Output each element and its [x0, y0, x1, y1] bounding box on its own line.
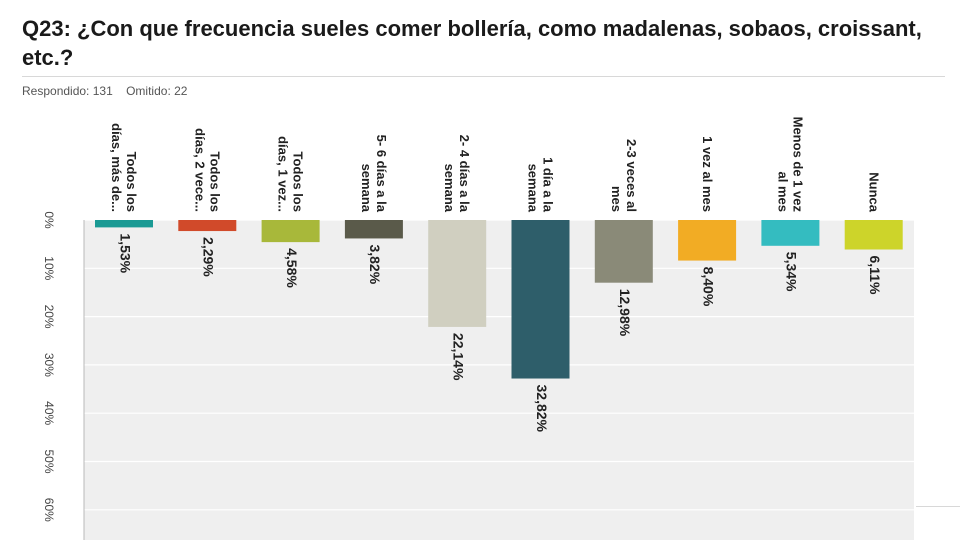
value-label: 2,29%: [201, 237, 217, 277]
bar: [594, 220, 653, 283]
category-label-line: semana: [359, 164, 374, 213]
value-label: 3,82%: [367, 244, 383, 284]
category-label-line: al mes: [775, 172, 790, 212]
value-label: 5,34%: [784, 252, 800, 292]
bar: [344, 220, 403, 239]
category-label-line: 5- 6 días a la: [374, 135, 389, 213]
header-divider: [22, 76, 945, 77]
bar: [511, 220, 570, 379]
tick-labels: 0% 10% 20% 30% 40% 50% 60%: [42, 211, 56, 522]
category-label-line: Todos los: [124, 152, 139, 212]
category-label-line: días, más de...: [109, 123, 124, 212]
tick-label: 50%: [42, 449, 56, 473]
category-label-line: semana: [526, 164, 541, 213]
plot-area: [84, 220, 914, 540]
category-labels: Todos losdías, más de... Todos losdías, 2…: [109, 117, 882, 213]
category-label-line: semana: [442, 164, 457, 213]
category-label: 2- 4 días a lasemana: [442, 135, 472, 213]
bar: [678, 220, 737, 261]
category-label-line: 2-3 veces al: [624, 139, 639, 212]
category-label-line: Nunca: [867, 172, 882, 213]
response-summary: Respondido: 131 Omitido: 22: [22, 84, 197, 98]
bars: [95, 220, 903, 379]
category-label-area: [84, 108, 914, 220]
category-label-line: 2- 4 días a la: [457, 135, 472, 213]
category-label: 5- 6 días a lasemana: [359, 135, 389, 213]
value-label: 1,53%: [117, 233, 133, 273]
category-label-line: Menos de 1 vez: [790, 117, 805, 213]
bar: [844, 220, 903, 250]
tick-label: 40%: [42, 401, 56, 425]
tick-label: 0%: [42, 211, 56, 229]
bar: [178, 220, 237, 232]
category-label-line: Todos los: [291, 152, 306, 212]
tick-label: 10%: [42, 256, 56, 280]
side-divider: [916, 506, 960, 507]
bar: [95, 220, 153, 228]
value-labels: 1,53% 2,29% 4,58% 3,82% 22,14% 32,82% 12,98% 8,…: [117, 233, 883, 432]
category-label: Nunca: [867, 172, 882, 213]
value-label: 22,14%: [450, 333, 466, 381]
category-label-line: Todos los: [207, 152, 222, 212]
tick-label: 30%: [42, 353, 56, 377]
category-label-line: días, 1 vez...: [276, 136, 291, 212]
value-label: 8,40%: [700, 267, 716, 307]
category-label: 2-3 veces almes: [609, 139, 639, 212]
tick-label: 60%: [42, 498, 56, 522]
skipped-count: Omitido: 22: [126, 84, 188, 98]
bar: [761, 220, 820, 246]
category-label: 1 día a lasemana: [526, 157, 556, 213]
tick-label: 20%: [42, 305, 56, 329]
answered-count: Respondido: 131: [22, 84, 113, 98]
bar: [428, 220, 487, 327]
value-label: 4,58%: [284, 248, 300, 288]
value-label: 32,82%: [534, 385, 550, 433]
page-title: Q23: ¿Con que frecuencia sueles comer bo…: [22, 16, 922, 70]
category-label: Todos losdías, 2 vece...: [192, 128, 222, 212]
category-label-line: mes: [609, 186, 624, 212]
category-label-line: 1 día a la: [541, 157, 556, 213]
value-label: 12,98%: [617, 289, 633, 337]
category-label-line: 1 vez al mes: [700, 136, 715, 212]
category-label: 1 vez al mes: [700, 136, 715, 212]
category-label: Menos de 1 vezal mes: [775, 117, 805, 213]
bar: [261, 220, 320, 243]
category-label-line: días, 2 vece...: [192, 128, 207, 212]
category-label: Todos losdías, 1 vez...: [276, 136, 306, 212]
category-label: Todos losdías, más de...: [109, 123, 139, 212]
value-label: 6,11%: [867, 256, 883, 295]
